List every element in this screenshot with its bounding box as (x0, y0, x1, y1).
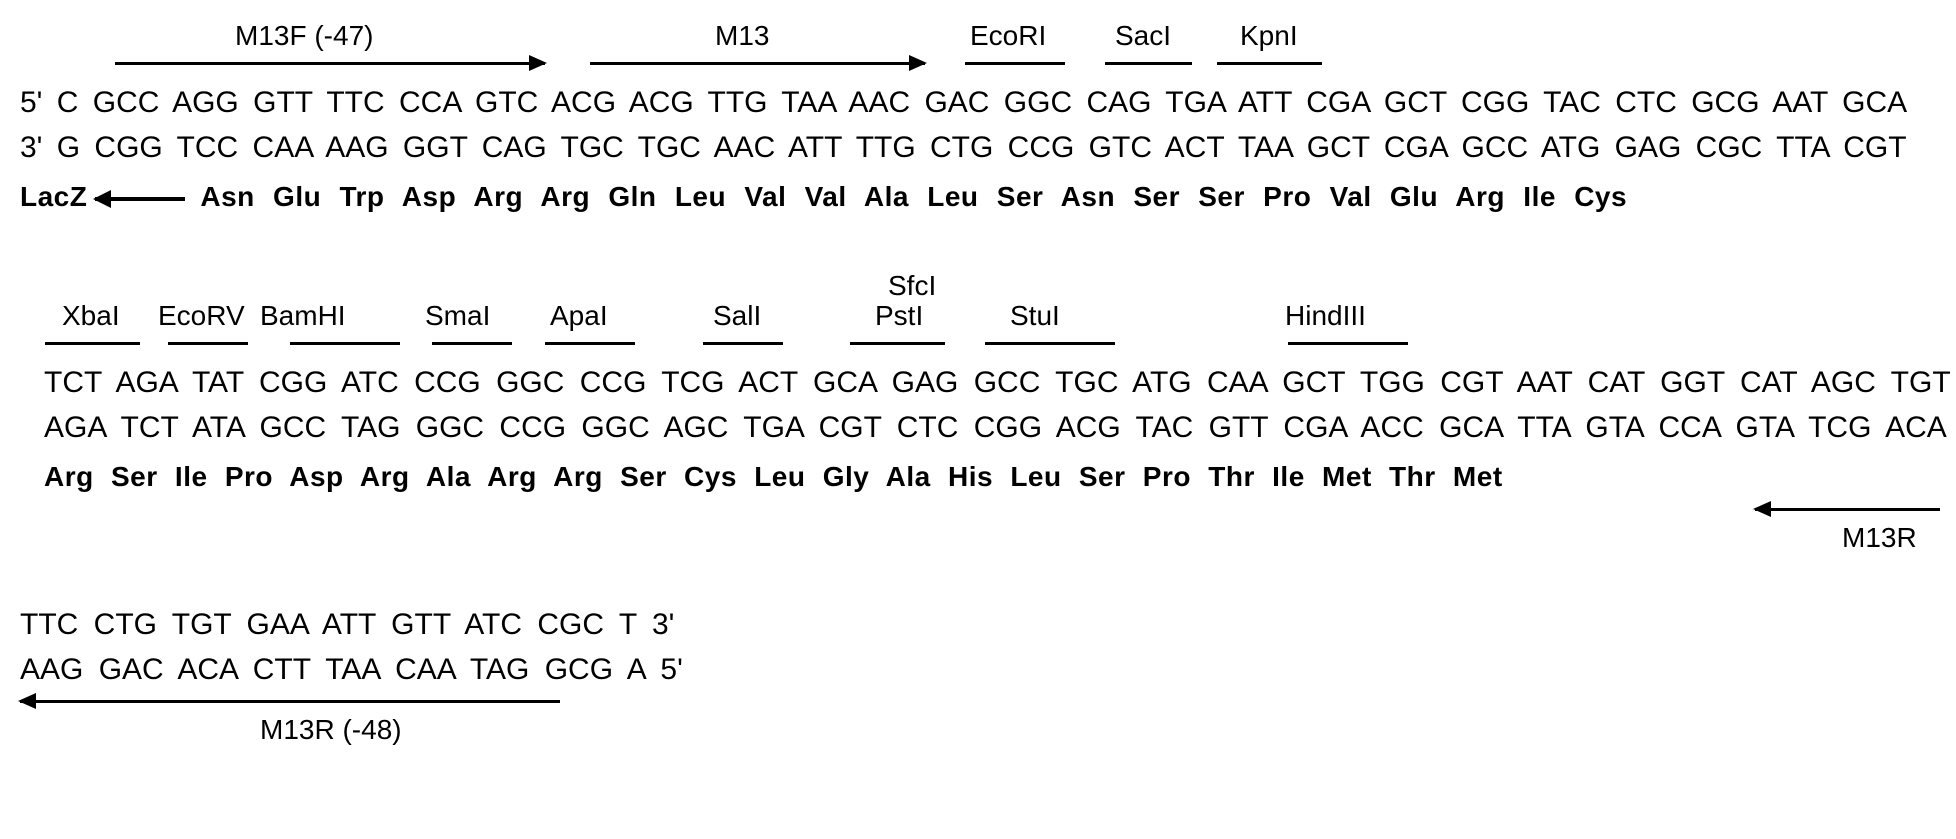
overline-ecorv (168, 342, 248, 345)
label-hindiii: HindIII (1285, 300, 1366, 332)
overline-psti (850, 342, 945, 345)
arrow-m13r48 (20, 700, 560, 703)
label-m13r: M13R (1842, 522, 1917, 554)
overline-xbai (45, 342, 140, 345)
aa-row-1: LacZ Asn Glu Trp Asp Arg Arg Gln Leu Val … (20, 175, 1936, 220)
label-sali: SalI (713, 300, 761, 332)
seq-5prime-3: TTC CTG TGT GAA ATT GTT ATC CGC T 3' (20, 602, 1936, 647)
overline-bamhi (290, 342, 400, 345)
label-psti: PstI (875, 300, 923, 332)
label-saci: SacI (1115, 20, 1171, 52)
arrow-m13f47 (115, 62, 545, 65)
annotation-row-1: M13F (-47) M13 EcoRI SacI KpnI (20, 20, 1936, 75)
overline-saci (1105, 62, 1192, 65)
sequence-block-2: SfcI XbaI EcoRV BamHI SmaI ApaI SalI Pst… (20, 270, 1936, 577)
seq-5prime-2: TCT AGA TAT CGG ATC CCG GGC CCG TCG ACT … (20, 360, 1936, 405)
overline-hindiii (1288, 342, 1408, 345)
label-ecori: EcoRI (970, 20, 1046, 52)
arrow-m13 (590, 62, 925, 65)
lacz-label: LacZ (20, 175, 87, 220)
overline-ecori (965, 62, 1065, 65)
overline-smai (432, 342, 512, 345)
sequence-block-3: TTC CTG TGT GAA ATT GTT ATC CGC T 3' AAG… (20, 602, 1936, 769)
label-ecorv: EcoRV (158, 300, 245, 332)
overline-apai (545, 342, 635, 345)
overline-sali (703, 342, 783, 345)
m13r48-annotation: M13R (-48) (20, 694, 1936, 769)
label-m13f47: M13F (-47) (235, 20, 373, 52)
label-smai: SmaI (425, 300, 490, 332)
arrow-m13r (1755, 508, 1940, 511)
label-stui: StuI (1010, 300, 1060, 332)
seq-5prime-1: 5' C GCC AGG GTT TTC CCA GTC ACG ACG TTG… (20, 80, 1936, 125)
label-m13r48: M13R (-48) (260, 714, 402, 746)
seq-3prime-3: AAG GAC ACA CTT TAA CAA TAG GCG A 5' (20, 647, 1936, 692)
label-m13: M13 (715, 20, 769, 52)
seq-3prime-2: AGA TCT ATA GCC TAG GGC CCG GGC AGC TGA … (20, 405, 1936, 450)
seq-3prime-1: 3' G CGG TCC CAA AAG GGT CAG TGC TGC AAC… (20, 125, 1936, 170)
overline-kpni (1217, 62, 1322, 65)
annotation-row-2: XbaI EcoRV BamHI SmaI ApaI SalI PstI Stu… (20, 300, 1936, 355)
plasmid-mcs-diagram: M13F (-47) M13 EcoRI SacI KpnI 5' C GCC … (20, 20, 1936, 769)
m13r-annotation: M13R (20, 502, 1936, 577)
overline-stui (985, 342, 1115, 345)
aa-row-2: Arg Ser Ile Pro Asp Arg Ala Arg Arg Ser … (20, 455, 1936, 500)
label-kpni: KpnI (1240, 20, 1298, 52)
label-sfci: SfcI (888, 270, 936, 302)
label-apai: ApaI (550, 300, 608, 332)
sequence-block-1: M13F (-47) M13 EcoRI SacI KpnI 5' C GCC … (20, 20, 1936, 220)
label-xbai: XbaI (62, 300, 120, 332)
aa-sequence-1: Asn Glu Trp Asp Arg Arg Gln Leu Val Val … (200, 181, 1627, 212)
aa-sequence-2: Arg Ser Ile Pro Asp Arg Ala Arg Arg Ser … (44, 461, 1503, 492)
label-bamhi: BamHI (260, 300, 346, 332)
